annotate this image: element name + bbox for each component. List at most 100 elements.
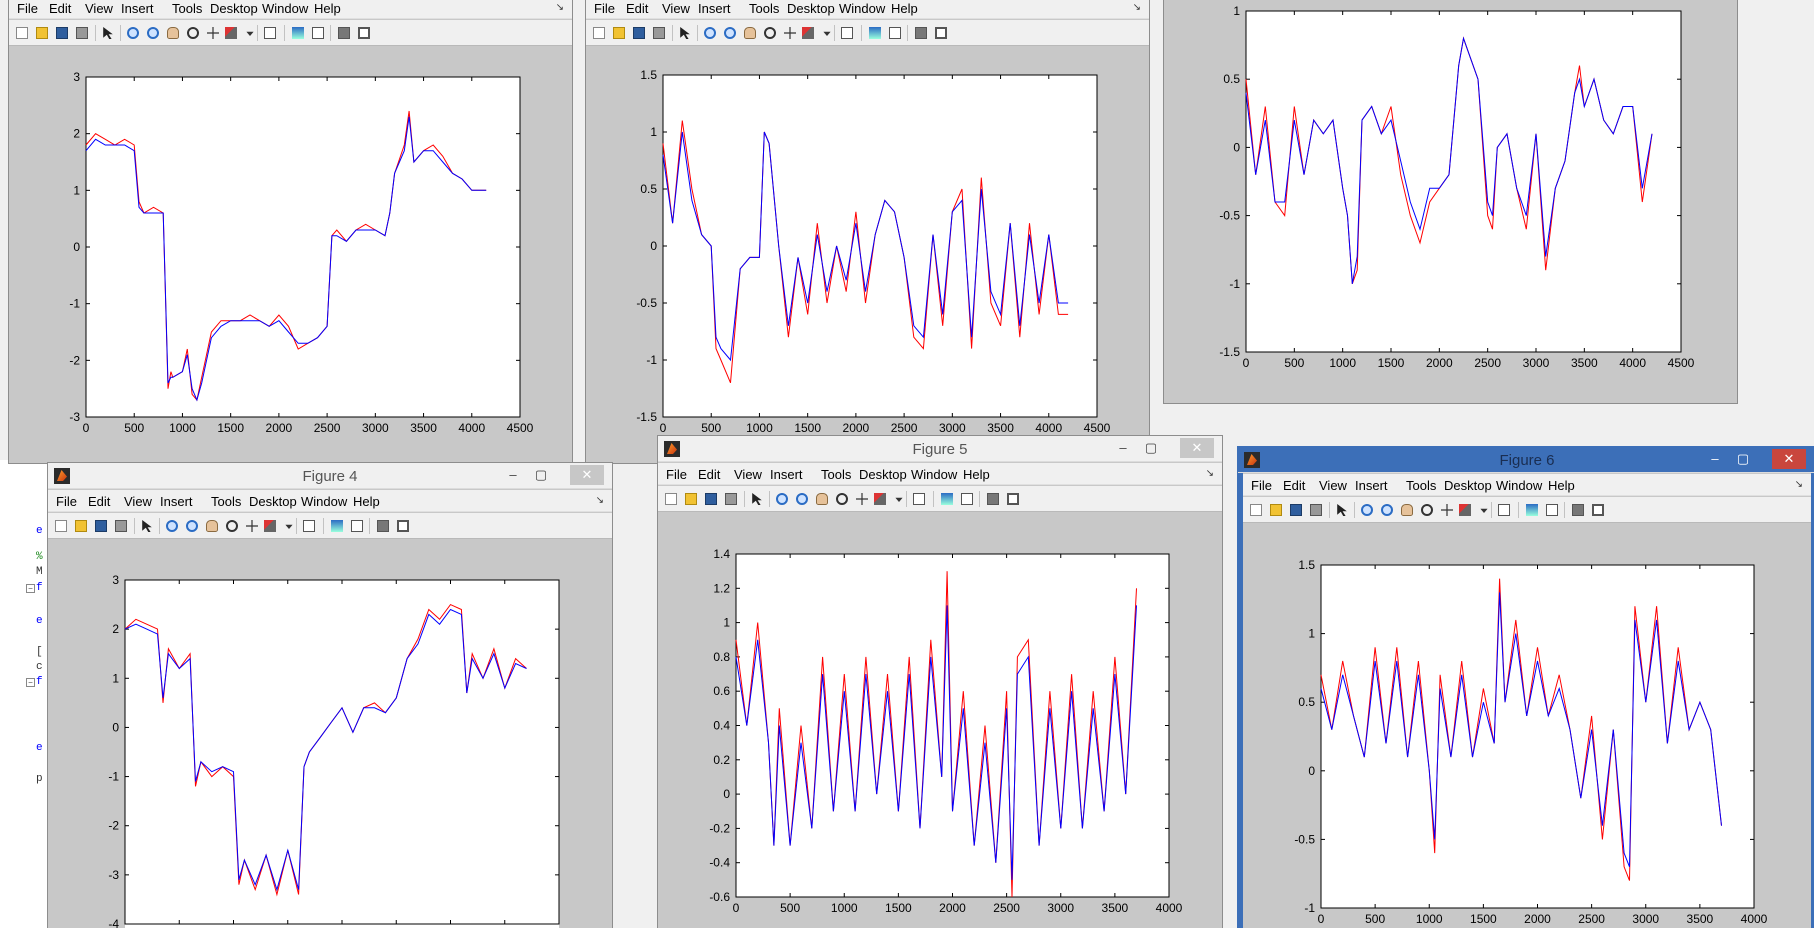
edit-plot-arrow-icon[interactable] bbox=[99, 24, 117, 42]
menu-window[interactable]: Window bbox=[301, 494, 348, 509]
rotate-3d-icon[interactable] bbox=[833, 490, 851, 508]
axes[interactable]: 0 500 1000 1500 2000 2500 3000 3500 4000 4500 -1.5… bbox=[636, 68, 1110, 435]
plot-area[interactable] bbox=[86, 77, 520, 417]
edit-plot-arrow-icon[interactable] bbox=[1333, 501, 1351, 519]
figure-window[interactable]: Figure 4 – ▢ ✕ File Edit View Insert Tools De… bbox=[47, 462, 613, 928]
menu-window[interactable]: Window bbox=[1496, 478, 1543, 493]
menu-tools[interactable]: Tools bbox=[821, 467, 852, 482]
menu-insert[interactable]: Insert bbox=[160, 494, 193, 509]
title-bar[interactable]: Figure 6 – ▢ ✕ bbox=[1238, 447, 1814, 473]
zoom-in-icon[interactable] bbox=[1358, 501, 1376, 519]
axes[interactable]: 0 500 1000 1500 2000 2500 3000 3500 4000 4500 -3 -2… bbox=[69, 70, 533, 435]
open-file-icon[interactable] bbox=[682, 490, 700, 508]
hide-plot-tools-icon[interactable] bbox=[374, 517, 392, 535]
brush-icon[interactable] bbox=[799, 24, 817, 42]
dock-arrow-icon[interactable]: ↘ bbox=[1205, 468, 1214, 479]
axes[interactable]: 0 500 1000 1500 2000 2500 3000 3500 4000 -1 -0.5 0 0… bbox=[1294, 558, 1767, 926]
save-figure-icon[interactable] bbox=[53, 24, 71, 42]
menu-insert[interactable]: Insert bbox=[121, 1, 154, 16]
zoom-out-icon[interactable] bbox=[1378, 501, 1396, 519]
menu-view[interactable]: View bbox=[734, 467, 762, 482]
zoom-out-icon[interactable] bbox=[721, 24, 739, 42]
menu-window[interactable]: Window bbox=[911, 467, 958, 482]
dock-arrow-icon[interactable]: ↘ bbox=[1132, 2, 1141, 13]
insert-legend-icon[interactable] bbox=[958, 490, 976, 508]
axes[interactable]: 05001000150020002500300035004000-4-3-2-1… bbox=[108, 573, 560, 928]
menu-desktop[interactable]: Desktop bbox=[249, 494, 297, 509]
insert-colorbar-icon[interactable] bbox=[938, 490, 956, 508]
print-figure-icon[interactable] bbox=[650, 24, 668, 42]
hide-plot-tools-icon[interactable] bbox=[984, 490, 1002, 508]
print-figure-icon[interactable] bbox=[112, 517, 130, 535]
menu-tools[interactable]: Tools bbox=[172, 1, 203, 16]
menu-help[interactable]: Help bbox=[353, 494, 380, 509]
menu-edit[interactable]: Edit bbox=[626, 1, 649, 16]
link-plot-icon[interactable] bbox=[261, 24, 279, 42]
edit-plot-arrow-icon[interactable] bbox=[748, 490, 766, 508]
menu-desktop[interactable]: Desktop bbox=[1444, 478, 1492, 493]
menu-desktop[interactable]: Desktop bbox=[210, 1, 258, 16]
zoom-in-icon[interactable] bbox=[701, 24, 719, 42]
axes[interactable]: 0 500 1000 1500 2000 2500 3000 3500 4000 -0.6 -0.4… bbox=[709, 547, 1182, 915]
menu-help[interactable]: Help bbox=[1548, 478, 1575, 493]
zoom-out-icon[interactable] bbox=[793, 490, 811, 508]
menu-file[interactable]: File bbox=[594, 1, 615, 16]
new-figure-icon[interactable] bbox=[1247, 501, 1265, 519]
menu-window[interactable]: Window bbox=[262, 1, 309, 16]
fold-toggle-icon[interactable]: − bbox=[26, 584, 35, 593]
new-figure-icon[interactable] bbox=[52, 517, 70, 535]
link-plot-icon[interactable] bbox=[1495, 501, 1513, 519]
insert-colorbar-icon[interactable] bbox=[289, 24, 307, 42]
title-bar[interactable]: Figure 4 – ▢ ✕ bbox=[48, 463, 612, 489]
link-plot-icon[interactable] bbox=[300, 517, 318, 535]
data-cursor-icon[interactable] bbox=[1438, 501, 1456, 519]
insert-colorbar-icon[interactable] bbox=[866, 24, 884, 42]
show-plot-tools-icon[interactable] bbox=[932, 24, 950, 42]
data-cursor-icon[interactable] bbox=[243, 517, 261, 535]
brush-icon[interactable] bbox=[871, 490, 889, 508]
hide-plot-tools-icon[interactable] bbox=[335, 24, 353, 42]
menu-file[interactable]: File bbox=[1251, 478, 1272, 493]
menu-window[interactable]: Window bbox=[839, 1, 886, 16]
menu-file[interactable]: File bbox=[17, 1, 38, 16]
axes[interactable]: 0 500 1000 1500 2000 2500 3000 3500 4000 4500 -1.5… bbox=[1219, 4, 1694, 370]
rotate-3d-icon[interactable] bbox=[223, 517, 241, 535]
brush-icon[interactable] bbox=[261, 517, 279, 535]
figure-window[interactable]: Figure 5 – ▢ ✕ File Edit View Insert Tools De… bbox=[657, 435, 1223, 928]
menu-help[interactable]: Help bbox=[314, 1, 341, 16]
dock-arrow-icon[interactable]: ↘ bbox=[555, 2, 564, 13]
brush-dropdown-icon[interactable] bbox=[241, 24, 259, 42]
print-figure-icon[interactable] bbox=[722, 490, 740, 508]
figure-window[interactable]: Figure 6 – ▢ ✕ File Edit View Insert Tools De… bbox=[1237, 446, 1814, 928]
zoom-in-icon[interactable] bbox=[163, 517, 181, 535]
insert-legend-icon[interactable] bbox=[348, 517, 366, 535]
insert-legend-icon[interactable] bbox=[1543, 501, 1561, 519]
menu-edit[interactable]: Edit bbox=[88, 494, 111, 509]
save-figure-icon[interactable] bbox=[1287, 501, 1305, 519]
menu-insert[interactable]: Insert bbox=[770, 467, 803, 482]
open-file-icon[interactable] bbox=[610, 24, 628, 42]
show-plot-tools-icon[interactable] bbox=[394, 517, 412, 535]
plot-area[interactable] bbox=[736, 554, 1169, 897]
insert-legend-icon[interactable] bbox=[309, 24, 327, 42]
brush-dropdown-icon[interactable] bbox=[890, 490, 908, 508]
plot-area[interactable] bbox=[1246, 11, 1681, 352]
menu-view[interactable]: View bbox=[662, 1, 690, 16]
pan-hand-icon[interactable] bbox=[1398, 501, 1416, 519]
menu-insert[interactable]: Insert bbox=[1355, 478, 1388, 493]
menu-file[interactable]: File bbox=[56, 494, 77, 509]
menu-edit[interactable]: Edit bbox=[49, 1, 72, 16]
close-icon[interactable]: ✕ bbox=[570, 465, 604, 485]
menu-file[interactable]: File bbox=[666, 467, 687, 482]
menu-help[interactable]: Help bbox=[891, 1, 918, 16]
figure-window[interactable]: 0 500 1000 1500 2000 2500 3000 3500 4000 4500 -1.5… bbox=[1163, 0, 1738, 404]
close-icon[interactable]: ✕ bbox=[1180, 438, 1214, 458]
new-figure-icon[interactable] bbox=[662, 490, 680, 508]
menu-view[interactable]: View bbox=[124, 494, 152, 509]
brush-dropdown-icon[interactable] bbox=[818, 24, 836, 42]
plot-area[interactable] bbox=[1321, 565, 1754, 908]
link-plot-icon[interactable] bbox=[838, 24, 856, 42]
data-cursor-icon[interactable] bbox=[781, 24, 799, 42]
zoom-in-icon[interactable] bbox=[124, 24, 142, 42]
open-file-icon[interactable] bbox=[33, 24, 51, 42]
